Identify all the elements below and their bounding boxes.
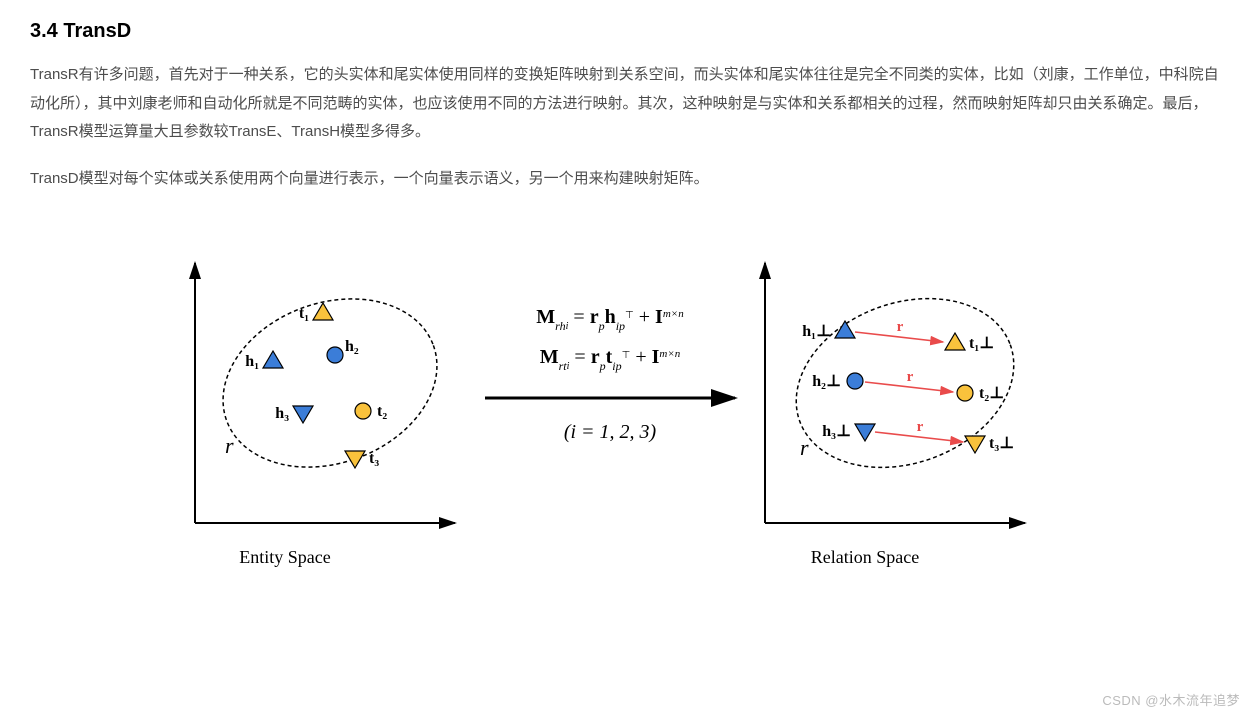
svg-text:h₃: h₃ [275,405,289,422]
svg-text:h₁: h₁ [245,353,259,370]
svg-text:r: r [907,369,914,385]
svg-text:t₂: t₂ [377,403,387,420]
diagram-svg: t₁ h₁ h₂ h₃ t₂ t₃ r Entity Space r h₁⊥ t₁⊥ r h₂⊥ t₂⊥ r… [165,223,1085,603]
transd-diagram: t₁ h₁ h₂ h₃ t₂ t₃ r Entity Space r h₁⊥ t₁⊥ r h₂⊥ t₂⊥ r… [30,223,1220,608]
watermark: CSDN @水木流年追梦 [1102,690,1240,709]
svg-text:t₃: t₃ [369,450,379,467]
svg-text:(i = 1, 2, 3): (i = 1, 2, 3) [564,421,657,443]
section-heading: 3.4 TransD [30,20,1220,43]
paragraph-2: TransD模型对每个实体或关系使用两个向量进行表示，一个向量表示语义，另一个用… [30,165,1220,194]
svg-text:t₂⊥: t₂⊥ [979,385,1004,402]
svg-text:r: r [897,319,904,335]
svg-text:Entity Space: Entity Space [239,547,330,567]
paragraph-1: TransR有许多问题，首先对于一种关系，它的头实体和尾实体使用同样的变换矩阵映… [30,61,1220,147]
svg-text:t₁⊥: t₁⊥ [969,335,994,352]
svg-text:Relation Space: Relation Space [811,547,919,567]
svg-text:Mrti = rptip⊤ + Im×n: Mrti = rptip⊤ + Im×n [540,346,681,373]
svg-text:h₂: h₂ [345,338,359,355]
svg-text:r: r [800,435,809,460]
svg-text:h₂⊥: h₂⊥ [812,373,841,390]
svg-text:Mrhi = rphip⊤ + Im×n: Mrhi = rphip⊤ + Im×n [536,306,684,333]
svg-text:h₃⊥: h₃⊥ [822,423,851,440]
svg-text:t₃⊥: t₃⊥ [989,435,1014,452]
svg-text:h₁⊥: h₁⊥ [802,323,831,340]
svg-text:t₁: t₁ [299,305,309,322]
svg-text:r: r [225,433,234,458]
svg-text:r: r [917,419,924,435]
